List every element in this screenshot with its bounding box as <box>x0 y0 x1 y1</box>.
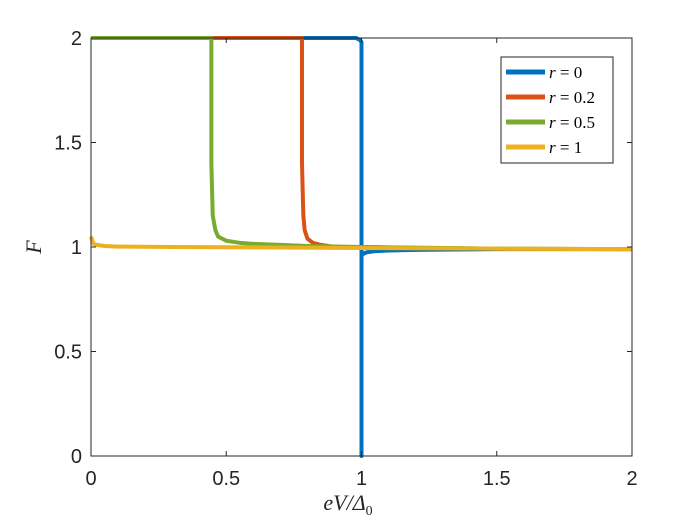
legend-entry-3: r = 1 <box>549 138 582 157</box>
legend-entry-value-1: = 0.2 <box>556 88 595 107</box>
legend-entry-value-2: = 0.5 <box>556 113 595 132</box>
x-tick-label-2: 1 <box>356 468 367 490</box>
y-axis-label: F <box>21 240 46 255</box>
tick-labels-layer: 0 0.5 1 1.5 2 0 0.5 1 1.5 2 <box>54 28 637 490</box>
y-tick-label-2: 1 <box>71 237 82 259</box>
x-tick-label-4: 2 <box>626 468 637 490</box>
series-layer <box>89 36 633 458</box>
legend-entry-variable-1: r <box>549 88 556 107</box>
y-tick-label-4: 2 <box>71 28 82 50</box>
legend: r = 0r = 0.2r = 0.5r = 1 <box>500 56 614 164</box>
x-axis-label-main: eV/Δ <box>323 490 365 515</box>
y-tick-label-0: 0 <box>71 446 82 468</box>
series-line-3 <box>89 235 633 252</box>
legend-entry-1: r = 0.2 <box>549 88 595 107</box>
legend-entry-0: r = 0 <box>549 63 582 82</box>
x-axis-label: eV/Δ0 <box>323 490 372 519</box>
legend-entry-value-0: = 0 <box>556 63 583 82</box>
x-tick-label-0: 0 <box>85 468 96 490</box>
x-tick-label-3: 1.5 <box>483 468 511 490</box>
x-axis-label-subscript: 0 <box>366 504 373 519</box>
legend-entry-value-3: = 1 <box>556 138 583 157</box>
legend-entry-2: r = 0.5 <box>549 113 595 132</box>
y-tick-label-3: 1.5 <box>54 133 82 155</box>
legend-entry-variable-2: r <box>549 113 556 132</box>
legend-entry-variable-0: r <box>549 63 556 82</box>
y-tick-label-1: 0.5 <box>54 342 82 364</box>
x-tick-label-1: 0.5 <box>212 468 240 490</box>
ticks-layer <box>90 37 633 457</box>
legend-entry-variable-3: r <box>549 138 556 157</box>
